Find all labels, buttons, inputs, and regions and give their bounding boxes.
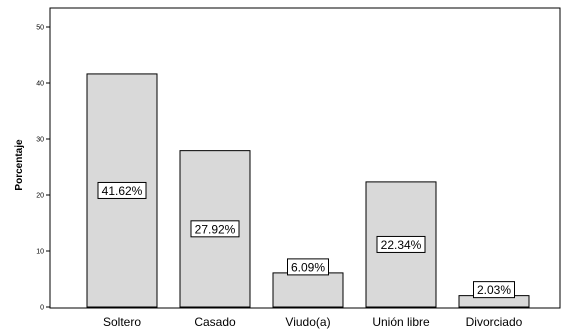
y-tick-label: 20: [36, 193, 44, 200]
y-tick-label: 0: [40, 305, 44, 312]
data-label: 41.62%: [102, 184, 143, 198]
x-tick-label: Soltero: [103, 315, 141, 329]
data-label: 2.03%: [477, 283, 511, 297]
y-axis-title: Porcentaje: [14, 139, 25, 191]
data-label: 6.09%: [291, 260, 325, 274]
x-tick-label: Casado: [194, 315, 236, 329]
x-tick-label: Divorciado: [466, 315, 523, 329]
data-label: 22.34%: [381, 238, 422, 252]
x-axis: Soltero Casado Viudo(a) Unión libre Divorcia…: [103, 315, 523, 329]
data-label: 27.92%: [195, 222, 236, 236]
bars-group: 41.62% 27.92% 6.09% 22.34% 2.03%: [86, 73, 530, 308]
y-tick-label: 10: [36, 249, 44, 256]
y-axis: 0 10 20 30 40 50: [36, 25, 50, 312]
y-tick-label: 30: [36, 137, 44, 144]
data-label-box: [376, 235, 426, 253]
y-tick-label: 40: [36, 81, 44, 88]
y-tick-label: 50: [36, 25, 44, 32]
bar-viudo-a-: [272, 272, 344, 308]
x-tick-label: Viudo(a): [285, 315, 330, 329]
data-label-box: [97, 181, 147, 199]
data-label-box: [190, 220, 240, 238]
data-label-box: [473, 281, 515, 299]
x-tick-label: Unión libre: [372, 315, 430, 329]
data-label-box: [287, 258, 329, 276]
